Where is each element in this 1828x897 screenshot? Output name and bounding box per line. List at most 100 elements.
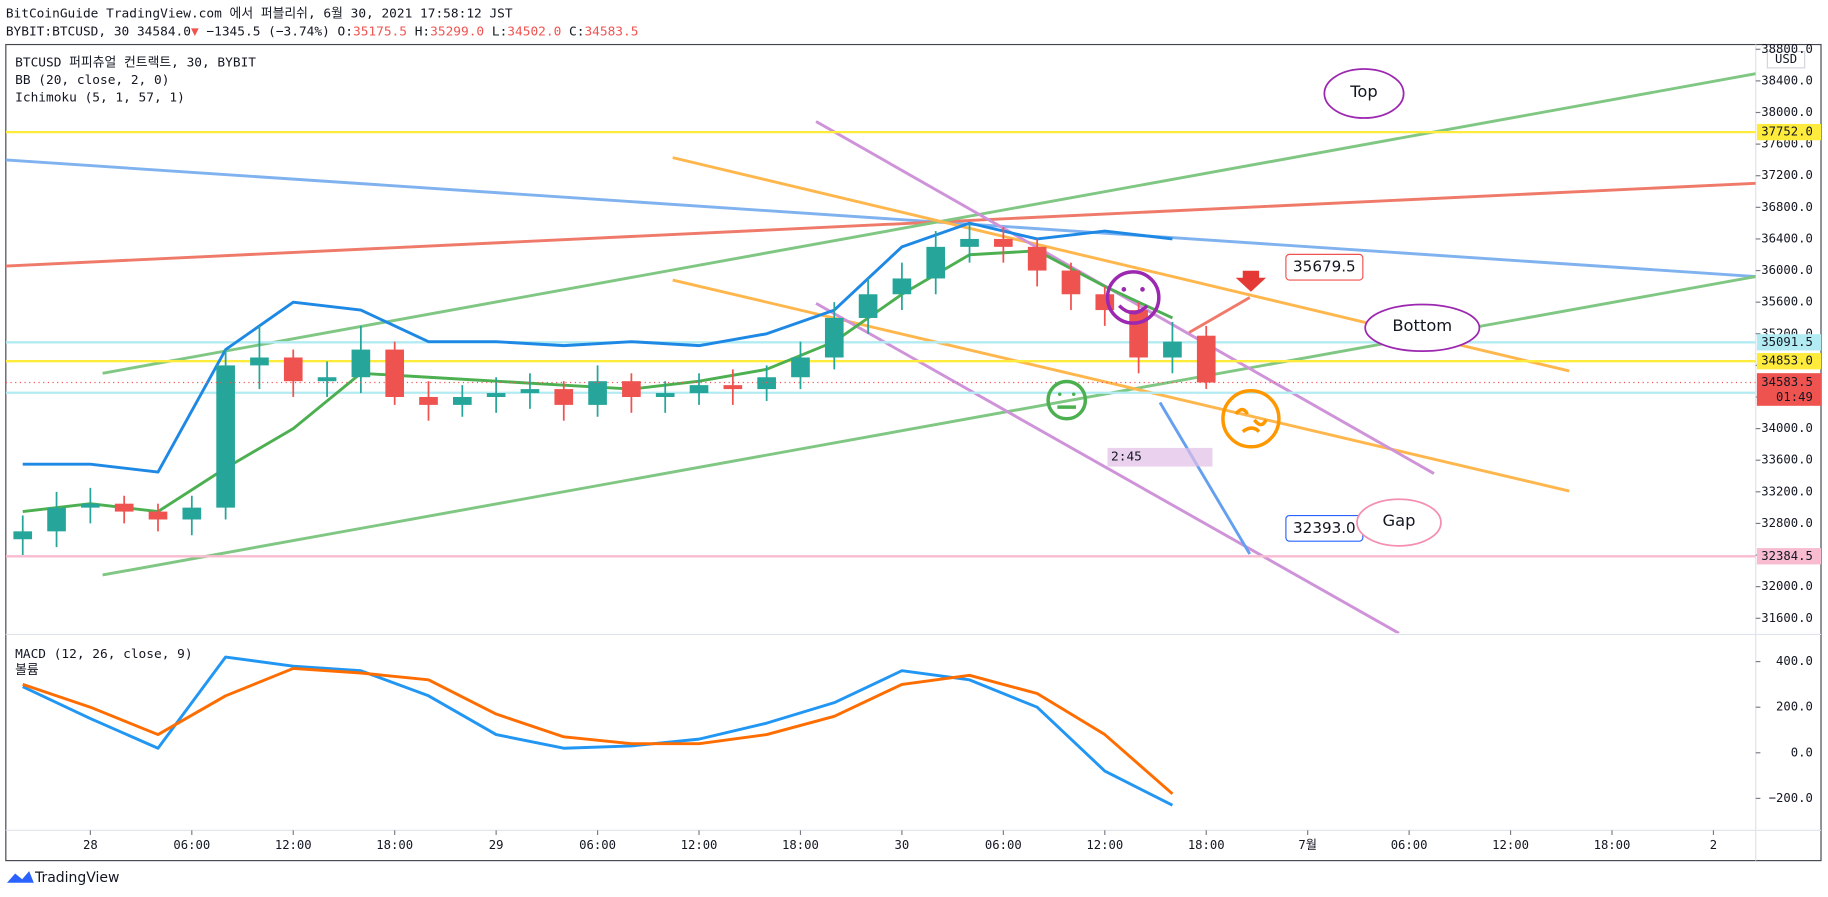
x-tick-label: 18:00: [376, 838, 413, 852]
candle-body: [1196, 335, 1216, 383]
open: 35175.5: [353, 24, 407, 39]
x-tick-label: 18:00: [782, 838, 819, 852]
currency-box: [1766, 50, 1806, 69]
y-tick-label: 32800.0: [1761, 516, 1813, 530]
x-tick-label: 06:00: [1391, 838, 1428, 852]
frame: [5, 43, 1822, 862]
candle-body: [689, 385, 709, 394]
price-label: 34853.0: [1761, 354, 1813, 368]
trend-line: [815, 120, 1435, 475]
y-tick-label: 32000.0: [1761, 579, 1813, 593]
main-pane: [5, 72, 1756, 634]
candle-body: [148, 511, 168, 520]
candle-body: [114, 503, 134, 512]
smile-icon: [1105, 270, 1161, 325]
high: 35299.0: [430, 24, 484, 39]
candle-body: [317, 377, 337, 382]
x-tick-label: 12:00: [1086, 838, 1123, 852]
y-tick-label: 36000.0: [1761, 263, 1813, 277]
candle-body: [452, 396, 472, 405]
price-label-box: [1756, 334, 1822, 351]
close: 34583.5: [584, 24, 638, 39]
candle-body: [216, 365, 235, 508]
c-label: C:: [569, 24, 584, 39]
balloon: [1364, 303, 1481, 353]
candle-body: [419, 396, 438, 405]
price-label: 35091.5: [1761, 335, 1813, 349]
y-tick-label: −200.0: [1769, 791, 1813, 805]
price-label-box: [1756, 123, 1822, 141]
logo: [6, 871, 34, 883]
candle-body: [757, 377, 776, 390]
top-label: Top: [1349, 82, 1378, 101]
balloon: [1323, 68, 1405, 119]
h-label: H:: [415, 24, 430, 39]
candle-body: [81, 503, 100, 508]
x-tick-label: 29: [489, 838, 504, 852]
candle-body: [1163, 341, 1182, 358]
x-tick-label: 12:00: [1492, 838, 1529, 852]
trend-line: [102, 72, 1756, 375]
label-box: [1285, 253, 1364, 281]
candle-body: [385, 349, 405, 397]
x-tick-label: 30: [895, 838, 910, 852]
o-label: O:: [338, 24, 353, 39]
arrow-line: [1188, 296, 1251, 334]
y-tick-label: 31600.0: [1761, 611, 1813, 625]
dizzy-icon: [1221, 389, 1281, 449]
last-price-box: [1756, 373, 1822, 406]
trend-line: [5, 158, 1756, 278]
neutral-icon: [1046, 379, 1088, 421]
candle-body: [655, 393, 675, 397]
target-down: 32393.0: [1293, 519, 1356, 537]
candle-body: [960, 238, 979, 247]
symbol: BYBIT:BTCUSD, 30 34584.0: [6, 24, 191, 39]
candle-body: [892, 278, 912, 295]
candle-body: [588, 381, 607, 405]
brand: TradingView: [34, 870, 119, 886]
candle-body: [1061, 270, 1081, 295]
ohlc-header: BYBIT:BTCUSD, 30 34584.0▼ −1345.5 (−3.74…: [6, 24, 639, 39]
y-tick-label: 36800.0: [1761, 200, 1813, 214]
balloon: [1356, 498, 1442, 547]
drawings: [5, 72, 1756, 634]
y-tick-label: 35600.0: [1761, 295, 1813, 309]
x-tick-label: 12:00: [275, 838, 312, 852]
price-label-box: [1756, 548, 1822, 565]
y-tick-label: 0.0: [1791, 745, 1813, 759]
y-tick-label: 200.0: [1776, 700, 1813, 714]
x-tick-label: 06:00: [579, 838, 616, 852]
y-tick-label: 34000.0: [1761, 421, 1813, 435]
countdown: 01:49: [1776, 390, 1813, 404]
symbol-legend: BTCUSD 퍼피츄얼 컨트랙트, 30, BYBIT: [15, 56, 256, 71]
down-arrow-icon: [1235, 270, 1267, 292]
gap-label: Gap: [1382, 511, 1415, 530]
candle-body: [858, 294, 878, 318]
y-tick-label: 38000.0: [1761, 105, 1813, 119]
candle-body: [1027, 246, 1047, 271]
arrow: ▼: [191, 24, 199, 39]
price-label: 32384.5: [1761, 549, 1813, 563]
publish-info: BitCoinGuide TradingView.com 에서 퍼블리쉬, 6월…: [6, 7, 513, 22]
emojis: [1046, 270, 1281, 449]
time-range: [1107, 447, 1213, 467]
change: −1345.5 (−3.74%): [206, 24, 329, 39]
candle-body: [723, 385, 743, 390]
arrow-line: [1158, 401, 1252, 555]
price-label: 37752.0: [1761, 125, 1813, 139]
bottom-label: Bottom: [1392, 316, 1452, 335]
last-price-label: 34583.5: [1761, 375, 1813, 389]
indicator-line: [22, 221, 1173, 474]
indicator-legend: BB (20, close, 2, 0): [15, 73, 169, 88]
y-tick-label: 36400.0: [1761, 231, 1813, 245]
x-tick-label: 7월: [1298, 838, 1317, 852]
target-up: 35679.5: [1293, 258, 1356, 276]
macd-legend: MACD (12, 26, close, 9): [15, 647, 192, 662]
y-tick-label: 37200.0: [1761, 168, 1813, 182]
trend-line: [102, 275, 1756, 577]
candle-body: [182, 507, 202, 520]
candle-body: [824, 317, 844, 358]
annotations: 35679.5 32393.0 Top Bottom Gap 2:45: [1046, 68, 1481, 547]
